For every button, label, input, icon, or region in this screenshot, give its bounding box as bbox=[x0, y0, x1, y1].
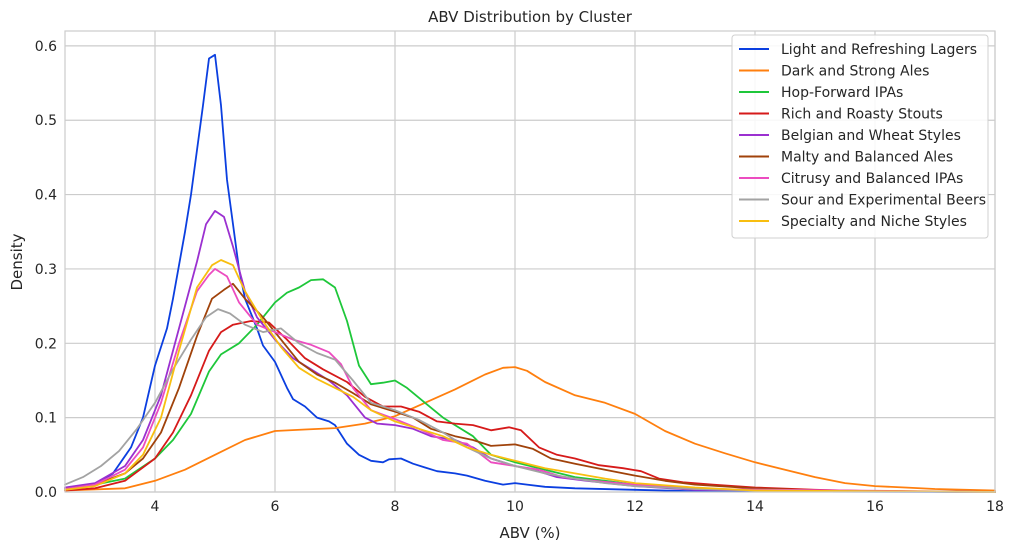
x-tick-label: 8 bbox=[391, 499, 400, 515]
x-tick-label: 16 bbox=[866, 499, 884, 515]
legend-label: Malty and Balanced Ales bbox=[781, 150, 953, 166]
series-line-1 bbox=[64, 53, 996, 493]
x-axis-label: ABV (%) bbox=[499, 524, 560, 542]
legend-box bbox=[731, 34, 989, 239]
x-tick-label: 18 bbox=[986, 499, 1004, 515]
series-lines bbox=[64, 53, 996, 493]
legend: Light and Refreshing Lagers Dark and Stro… bbox=[731, 34, 989, 239]
legend-label: Sour and Experimental Beers bbox=[781, 193, 986, 209]
y-tick-label: 0.0 bbox=[35, 485, 57, 501]
x-tick-label: 6 bbox=[271, 499, 280, 515]
legend-label: Belgian and Wheat Styles bbox=[781, 128, 961, 144]
series-line-2 bbox=[64, 366, 996, 492]
series-line-9 bbox=[64, 259, 996, 493]
y-tick-label: 0.5 bbox=[35, 113, 57, 129]
series-line-5 bbox=[64, 210, 996, 493]
y-tick-label: 0.2 bbox=[35, 336, 57, 352]
series-line-7 bbox=[64, 268, 996, 493]
y-tick-label: 0.4 bbox=[35, 188, 57, 204]
series-line-8 bbox=[64, 308, 996, 493]
series-line-3 bbox=[64, 278, 996, 493]
x-tick-labels: 4 6 8 10 12 14 16 18 bbox=[151, 499, 1004, 515]
legend-label: Rich and Roasty Stouts bbox=[781, 107, 943, 123]
x-tick-label: 4 bbox=[151, 499, 160, 515]
legend-label: Dark and Strong Ales bbox=[781, 64, 929, 80]
series-line-4 bbox=[64, 320, 996, 493]
y-tick-label: 0.3 bbox=[35, 262, 57, 278]
y-tick-label: 0.6 bbox=[35, 39, 57, 55]
legend-label: Hop-Forward IPAs bbox=[781, 85, 903, 101]
chart-title: ABV Distribution by Cluster bbox=[428, 8, 633, 26]
legend-label: Citrusy and Balanced IPAs bbox=[781, 171, 963, 187]
plot-frame bbox=[64, 30, 996, 493]
y-axis-label: Density bbox=[8, 233, 26, 290]
y-tick-labels: 0.0 0.1 0.2 0.3 0.4 0.5 0.6 bbox=[35, 39, 57, 501]
x-tick-label: 10 bbox=[506, 499, 524, 515]
x-tick-label: 12 bbox=[626, 499, 644, 515]
x-tick-label: 14 bbox=[746, 499, 764, 515]
y-tick-label: 0.1 bbox=[35, 411, 57, 427]
series-line-6 bbox=[64, 282, 996, 493]
legend-label: Specialty and Niche Styles bbox=[781, 214, 967, 230]
legend-label: Light and Refreshing Lagers bbox=[781, 42, 977, 58]
